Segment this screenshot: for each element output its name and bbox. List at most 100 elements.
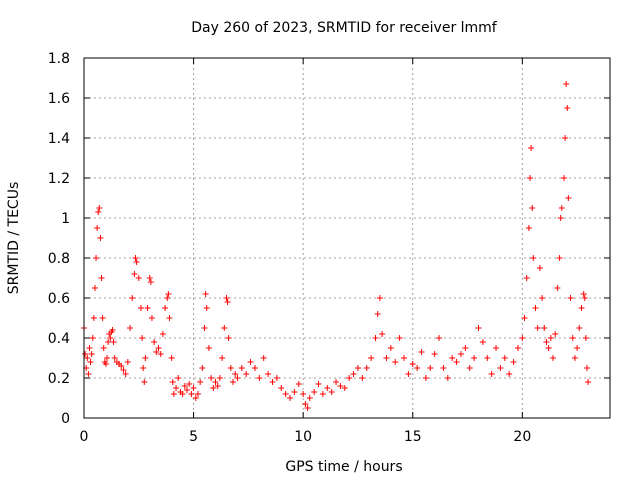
data-point [175, 375, 182, 381]
data-point [493, 345, 500, 351]
data-point [95, 209, 102, 215]
data-point [453, 359, 460, 365]
data-point [251, 365, 258, 371]
data-point [449, 355, 456, 361]
data-point [534, 325, 541, 331]
data-point [214, 383, 221, 389]
data-point [192, 395, 199, 401]
y-tick-label: 1.2 [48, 171, 70, 187]
data-point [405, 371, 412, 377]
data-point [202, 291, 209, 297]
data-point [571, 355, 578, 361]
data-point [414, 365, 421, 371]
data-point [440, 365, 447, 371]
data-point [227, 365, 234, 371]
x-tick-label: 0 [80, 429, 89, 445]
data-point [510, 359, 517, 365]
y-tick-label: 0.8 [48, 251, 70, 267]
data-point [212, 379, 219, 385]
data-point [444, 375, 451, 381]
data-point [501, 355, 508, 361]
y-tick-label: 1.4 [48, 131, 70, 147]
data-point [479, 339, 486, 345]
data-point [567, 295, 574, 301]
data-point [159, 331, 166, 337]
data-point [569, 335, 576, 341]
data-point [560, 175, 567, 181]
data-point [164, 295, 171, 301]
data-point [110, 339, 117, 345]
data-point [521, 315, 528, 321]
data-point [203, 305, 210, 311]
data-point [199, 365, 206, 371]
grid [84, 58, 610, 418]
data-point [529, 205, 536, 211]
data-point [142, 355, 149, 361]
data-point [146, 275, 153, 281]
data-point [431, 351, 438, 357]
data-point [109, 327, 116, 333]
data-point [376, 295, 383, 301]
data-point [558, 205, 565, 211]
data-point [466, 365, 473, 371]
data-point [89, 335, 96, 341]
data-point [165, 291, 172, 297]
data-point [562, 135, 569, 141]
data-point [118, 363, 125, 369]
data-point [170, 391, 177, 397]
data-point [372, 335, 379, 341]
data-point [144, 305, 151, 311]
data-point [96, 205, 103, 211]
data-point [223, 295, 230, 301]
data-point [162, 305, 169, 311]
data-point [273, 375, 280, 381]
data-point [269, 379, 276, 385]
data-point [85, 371, 92, 377]
y-tick-label: 1.8 [48, 51, 70, 67]
data-point [545, 345, 552, 351]
data-point [581, 295, 588, 301]
data-point [400, 355, 407, 361]
data-point [287, 395, 294, 401]
data-point [582, 335, 589, 341]
data-point [224, 299, 231, 305]
data-point [291, 389, 298, 395]
data-point [475, 325, 482, 331]
data-point [210, 385, 217, 391]
data-point [563, 81, 570, 87]
data-point [304, 405, 311, 411]
data-point [306, 395, 313, 401]
data-point [554, 285, 561, 291]
data-point [519, 335, 526, 341]
data-point [102, 361, 109, 367]
data-point [552, 331, 559, 337]
data-point [132, 255, 139, 261]
data-point [578, 305, 585, 311]
data-point [141, 379, 148, 385]
data-point [232, 371, 239, 377]
data-point [543, 339, 550, 345]
data-point [541, 325, 548, 331]
data-point [151, 339, 158, 345]
data-point [576, 325, 583, 331]
data-point [383, 355, 390, 361]
data-point [532, 305, 539, 311]
data-point [205, 345, 212, 351]
data-point [82, 351, 89, 357]
y-ticks: 0 0.2 0.4 0.6 0.8 1 1.2 1.4 1.6 1.8 [48, 51, 610, 427]
data-point [359, 375, 366, 381]
data-point [363, 365, 370, 371]
x-axis-label: GPS time / hours [285, 459, 402, 475]
data-point [539, 295, 546, 301]
data-point [295, 381, 302, 387]
data-point [147, 279, 154, 285]
data-point [418, 349, 425, 355]
data-point [122, 371, 129, 377]
data-point [392, 359, 399, 365]
plot-frame [83, 57, 611, 419]
data-point [131, 271, 138, 277]
data-point [341, 385, 348, 391]
data-point [462, 345, 469, 351]
data-point [324, 385, 331, 391]
data-point [129, 295, 136, 301]
